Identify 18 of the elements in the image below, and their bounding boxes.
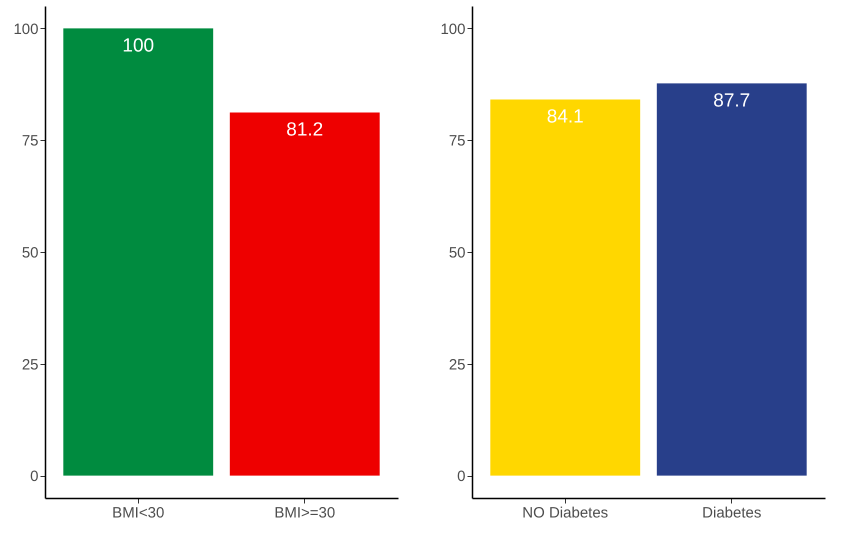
y-tick-label: 25 (22, 356, 38, 374)
data-label: 100 (122, 35, 154, 56)
data-label: 81.2 (286, 119, 324, 140)
data-label: 84.1 (546, 106, 584, 128)
x-tick-label: NO Diabetes (522, 504, 608, 522)
x-tick-label: Diabetes (702, 504, 762, 522)
y-tick-label: 100 (440, 20, 466, 38)
x-tick-label: BMI>=30 (274, 504, 336, 522)
y-tick-label: 75 (448, 132, 466, 150)
y-tick-label: 50 (448, 244, 466, 262)
x-tick-label: BMI<30 (112, 504, 164, 522)
y-tick-label: 0 (30, 468, 38, 486)
y-tick-label: 50 (22, 244, 38, 262)
y-tick-label: 75 (22, 132, 38, 150)
y-tick-label: 0 (457, 468, 466, 486)
y-tick-label: 100 (13, 20, 38, 38)
data-label: 87.7 (713, 90, 750, 112)
y-tick-label: 25 (448, 356, 466, 374)
